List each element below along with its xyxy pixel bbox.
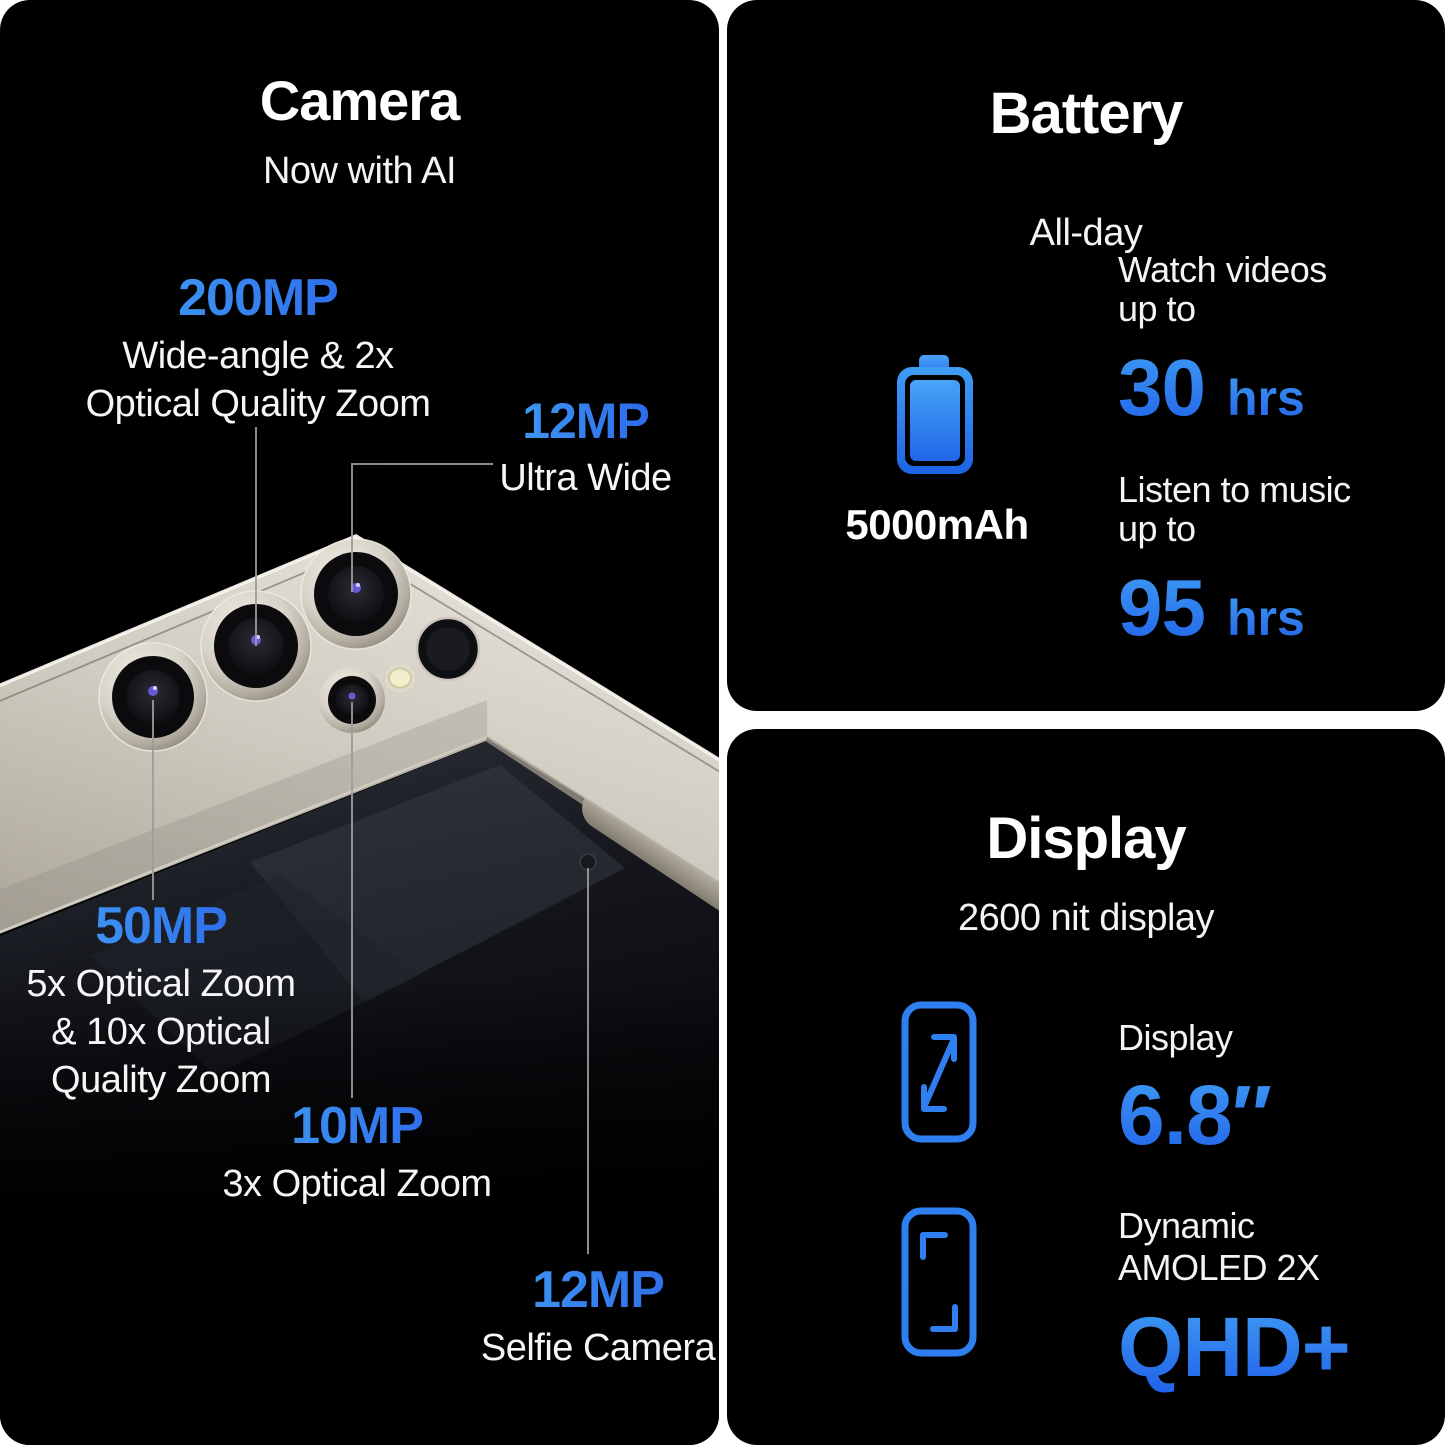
spec-wide-angle: 200MP Wide-angle & 2x Optical Quality Zo… (58, 268, 458, 428)
spec-desc-line: Quality Zoom (51, 1059, 271, 1101)
battery-panel-subtitle: All-day (1029, 212, 1143, 254)
screen-size-icon (901, 1001, 977, 1143)
spec-desc-line: 5x Optical Zoom (26, 963, 296, 1005)
periscope-telephoto-lens (98, 642, 208, 752)
stat-value: 6.8″ (1118, 1068, 1272, 1162)
screen-fade (0, 980, 719, 1220)
stat-label: Listen to music (1118, 469, 1351, 510)
stat-label: Watch videos (1118, 249, 1327, 290)
stat-value: QHD+ (1118, 1300, 1351, 1394)
phone-photo-illustration (0, 427, 719, 1445)
flash (385, 663, 415, 693)
camera-panel-subtitle: Now with AI (262, 150, 457, 192)
laser-af-sensor (415, 616, 481, 682)
spec-desc-line: 3x Optical Zoom (222, 1163, 492, 1205)
spec-desc-line: Ultra Wide (499, 457, 672, 499)
stat-label: up to (1118, 288, 1196, 329)
callout-lines (152, 427, 589, 1254)
battery-capacity: 5000mAh (845, 501, 1029, 548)
phone-back-panel (0, 534, 719, 934)
stat-label: up to (1118, 508, 1196, 549)
stat-label: Display (1118, 1017, 1233, 1058)
ultra-wide-lens (300, 538, 412, 650)
display-panel: Display 2600 nit display Display 6.8″ Dy… (727, 729, 1445, 1445)
display-stat-size: Display 6.8″ (1118, 1017, 1272, 1164)
battery-stat-videos: Watch videos up to 30 hrs (1118, 250, 1327, 434)
callout-line-ultrawide (351, 463, 493, 592)
spec-desc-line: Optical Quality Zoom (85, 383, 431, 425)
spec-value: 12MP (468, 392, 703, 450)
spec-selfie: 12MP Selfie Camera (433, 1260, 719, 1372)
display-panel-subtitle: 2600 nit display (957, 897, 1215, 939)
spec-ultra-wide: 12MP Ultra Wide (468, 392, 703, 502)
battery-stat-music: Listen to music up to 95 hrs (1118, 470, 1351, 654)
spec-desc-line: Selfie Camera (480, 1327, 716, 1369)
stat-label: Dynamic (1118, 1205, 1255, 1246)
stat-value: 30 (1118, 343, 1206, 432)
camera-panel: Camera Now with AI 200MP Wide-angle & 2x… (0, 0, 719, 1445)
display-stat-resolution: Dynamic AMOLED 2X QHD+ (1118, 1205, 1351, 1396)
battery-panel-title: Battery (989, 81, 1184, 146)
spec-periscope-zoom: 50MP 5x Optical Zoom & 10x Optical Quali… (0, 896, 322, 1104)
spec-value: 200MP (58, 268, 458, 328)
stat-value: 95 (1118, 563, 1206, 652)
spec-value: 12MP (433, 1260, 719, 1320)
selfie-camera-dot (579, 853, 597, 871)
display-panel-title: Display (986, 806, 1186, 871)
telephoto-lens (319, 667, 385, 733)
spec-value: 10MP (197, 1096, 517, 1156)
stat-unit: hrs (1226, 590, 1305, 646)
stat-unit: hrs (1226, 370, 1305, 426)
stat-label: AMOLED 2X (1118, 1247, 1320, 1288)
spec-desc-line: & 10x Optical (51, 1011, 271, 1053)
bottom-black (0, 1215, 719, 1445)
spec-value: 50MP (0, 896, 322, 956)
battery-panel: Battery All-day 5000mAh Watch videos up … (727, 0, 1445, 711)
camera-panel-title: Camera (259, 69, 460, 132)
spec-desc-line: Wide-angle & 2x (122, 335, 394, 377)
resolution-icon (901, 1207, 977, 1357)
spec-telephoto: 10MP 3x Optical Zoom (197, 1096, 517, 1208)
